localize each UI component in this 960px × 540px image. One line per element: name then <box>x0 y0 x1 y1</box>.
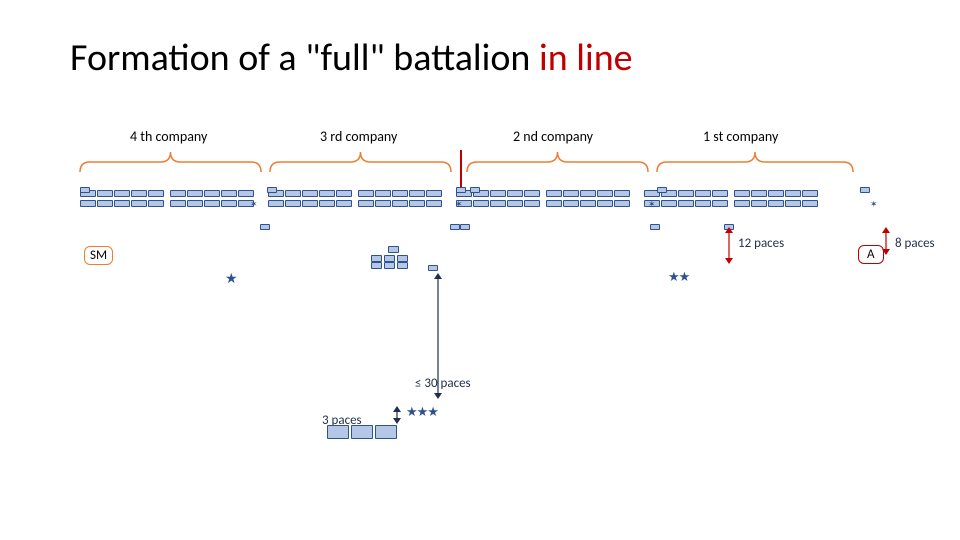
rank-star: ✶ <box>455 199 463 210</box>
arrow-12-paces <box>724 227 734 264</box>
arrow-8-paces <box>881 227 891 255</box>
arrow-3-paces <box>392 406 402 424</box>
rank-star: ✶ <box>648 199 656 210</box>
arrow-30-paces <box>433 273 443 399</box>
front-officer-marker <box>80 187 90 193</box>
a-box: A <box>858 245 884 264</box>
red-center-arrow <box>460 150 462 188</box>
rear-officer-marker <box>450 224 460 230</box>
rank-row <box>80 190 890 197</box>
rear-officer-marker <box>260 224 270 230</box>
company-label: 3 rd company <box>320 128 397 145</box>
sm-box: SM <box>84 246 113 265</box>
annot-12-paces: 12 paces <box>738 236 784 251</box>
company-brace <box>78 150 263 174</box>
annot-8-paces: 8 paces <box>895 236 935 251</box>
company-label: 2 nd company <box>513 128 593 145</box>
front-officer-marker <box>456 187 466 193</box>
band-block <box>327 425 349 439</box>
ltcol-star: ★ <box>225 270 237 287</box>
rear-officer-marker <box>460 224 470 230</box>
rank-star: ✶ <box>870 199 878 210</box>
title-pre: Formation of a "full" battalion <box>70 35 539 81</box>
company-brace <box>655 150 855 174</box>
front-officer-marker <box>470 187 480 193</box>
rank-star: ✶ <box>250 199 258 210</box>
front-officer-marker <box>657 187 667 193</box>
company-label: 1 st company <box>703 128 778 145</box>
colour-party <box>371 246 410 269</box>
rank-row <box>80 200 890 207</box>
front-officer-marker <box>267 187 277 193</box>
slide-title: Formation of a "full" battalion in line <box>70 35 633 81</box>
company-label: 4 th company <box>130 128 207 145</box>
band-block <box>375 425 397 439</box>
title-emph: in line <box>539 35 633 81</box>
front-officer-marker <box>860 187 870 193</box>
band-block <box>351 425 373 439</box>
company-brace <box>268 150 453 174</box>
major-stars: ★★ <box>668 270 689 285</box>
rear-officer-marker <box>650 224 660 230</box>
commander-stars: ★★★ <box>406 405 438 420</box>
staff-marker <box>428 265 438 271</box>
company-brace <box>465 150 650 174</box>
